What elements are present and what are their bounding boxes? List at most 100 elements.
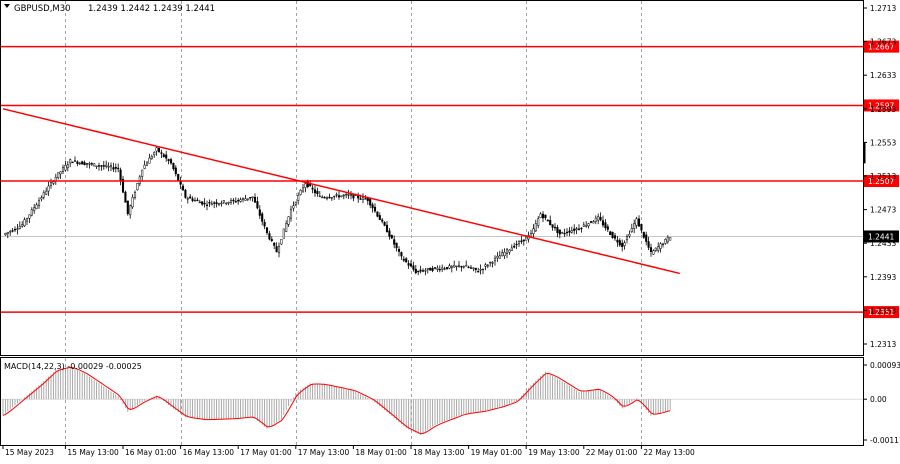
candle[interactable] [563,228,566,237]
candle[interactable] [652,249,655,255]
candle[interactable] [13,226,17,233]
candle[interactable] [616,236,619,247]
candle[interactable] [525,236,528,241]
candle[interactable] [215,199,218,208]
candle[interactable] [210,200,213,206]
candle[interactable] [623,240,626,250]
candle[interactable] [301,183,305,193]
candle[interactable] [373,203,377,213]
candle[interactable] [357,192,360,203]
candle[interactable] [573,224,576,235]
candle[interactable] [133,190,137,200]
candle[interactable] [565,228,569,236]
candle[interactable] [23,217,26,227]
candle[interactable] [457,260,461,268]
candle[interactable] [390,234,393,240]
candle[interactable] [503,248,506,259]
candle[interactable] [594,215,597,225]
candle[interactable] [556,224,559,238]
candle[interactable] [443,266,446,271]
candle[interactable] [606,224,609,233]
candle[interactable] [294,201,297,207]
candle[interactable] [378,212,381,220]
candle[interactable] [561,231,564,234]
candle[interactable] [129,204,132,219]
candle[interactable] [498,250,501,259]
candle[interactable] [647,236,650,251]
candle[interactable] [450,264,453,273]
candle[interactable] [376,211,379,218]
candles[interactable] [4,145,672,276]
candle[interactable] [669,237,672,241]
candle[interactable] [541,211,545,223]
candle[interactable] [184,188,187,199]
candle[interactable] [181,183,185,191]
candle[interactable] [580,227,583,233]
candle[interactable] [28,214,31,223]
candle[interactable] [85,163,89,168]
candle[interactable] [585,221,588,228]
candle[interactable] [150,154,153,160]
candle[interactable] [169,157,173,165]
candle[interactable] [232,198,235,205]
candle[interactable] [455,265,458,271]
candle[interactable] [484,262,487,271]
candle[interactable] [165,150,168,162]
candle[interactable] [460,265,463,272]
candle[interactable] [589,220,593,224]
candle[interactable] [313,185,317,197]
candle[interactable] [405,257,408,263]
trend-line[interactable] [2,108,680,275]
candle[interactable] [431,265,434,273]
candle[interactable] [292,201,295,212]
candle[interactable] [657,242,660,253]
candle[interactable] [609,230,612,235]
candle[interactable] [201,201,204,206]
candle[interactable] [311,185,314,194]
candle[interactable] [496,252,499,262]
candle[interactable] [241,197,245,203]
candle[interactable] [515,240,518,250]
candle[interactable] [570,226,573,234]
candle[interactable] [323,196,326,199]
candle[interactable] [4,232,7,237]
candle[interactable] [587,222,590,229]
candle[interactable] [35,202,38,210]
candle[interactable] [621,239,624,252]
candle[interactable] [412,261,415,272]
candle[interactable] [258,205,261,219]
candle[interactable] [501,249,504,257]
candle[interactable] [21,221,24,228]
candle[interactable] [335,192,338,198]
candle[interactable] [237,197,240,205]
candle[interactable] [381,218,384,224]
candle[interactable] [162,153,165,158]
candle[interactable] [107,162,110,172]
candle[interactable] [157,147,161,153]
candle[interactable] [213,201,216,209]
candle[interactable] [493,255,497,266]
candle[interactable] [395,242,398,252]
candle[interactable] [407,260,410,269]
candle[interactable] [124,190,127,203]
candle[interactable] [81,160,84,165]
candle[interactable] [419,265,422,274]
candle[interactable] [520,236,523,245]
candle[interactable] [575,226,578,235]
level-1.2507[interactable]: 1.2507 [1,175,899,188]
candle[interactable] [102,160,105,170]
candle[interactable] [270,236,273,243]
candle[interactable] [25,217,29,225]
candle[interactable] [246,198,249,202]
candle[interactable] [537,216,540,229]
candle[interactable] [642,231,645,239]
candle[interactable] [441,264,444,272]
candle[interactable] [203,198,206,208]
candle[interactable] [551,224,554,231]
candle[interactable] [321,195,324,199]
candle[interactable] [90,162,93,166]
candle[interactable] [66,161,69,172]
candle[interactable] [366,197,369,205]
candle[interactable] [47,181,50,196]
candle[interactable] [316,187,319,197]
